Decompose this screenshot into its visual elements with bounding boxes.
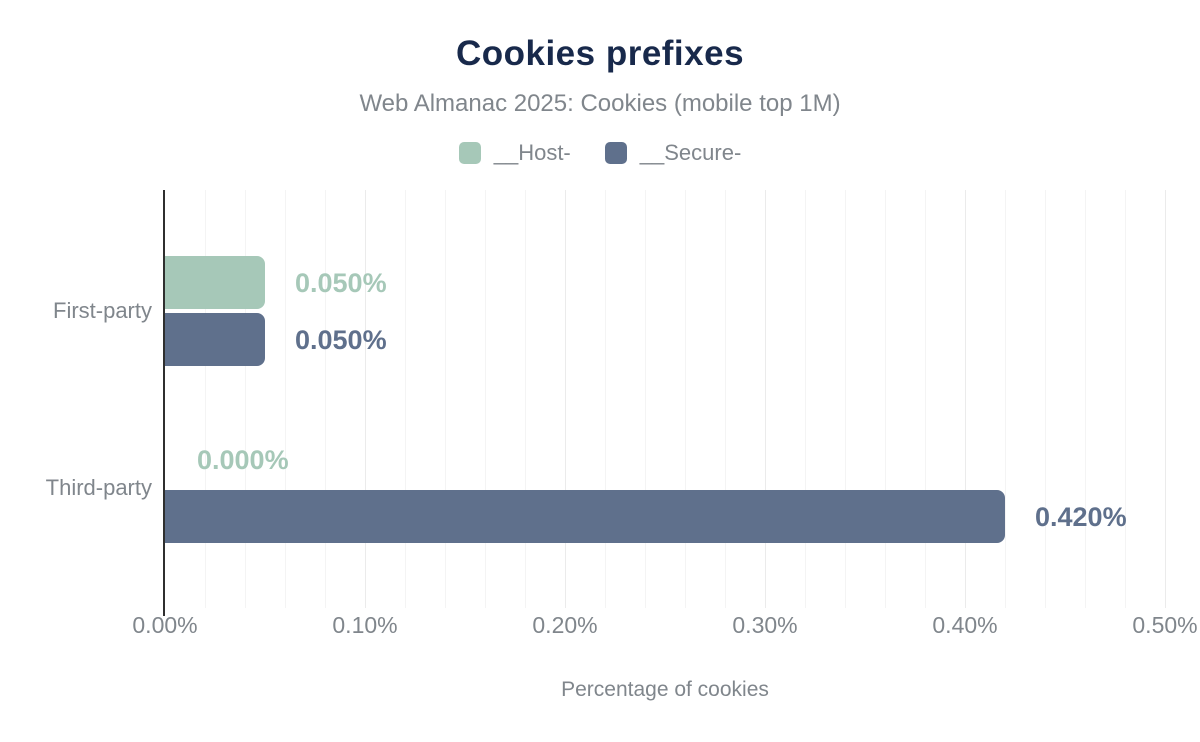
bar-value-label: 0.420%	[1035, 501, 1127, 532]
legend-swatch-icon	[604, 142, 627, 164]
y-axis-line	[163, 190, 165, 616]
category-label-third-party: Third-party	[45, 475, 152, 500]
grid-line	[525, 190, 526, 608]
category-label-first-party: First-party	[53, 298, 152, 323]
grid-line	[405, 190, 406, 608]
bar-host-first-party[interactable]	[165, 256, 265, 309]
plot-area: 0.050% 0.050% First-party 0.000% 0.420% Third…	[46, 190, 1198, 637]
legend-item-secure[interactable]: __Secure-	[604, 140, 742, 166]
grid-line	[845, 190, 846, 608]
legend-label: __Secure-	[639, 140, 742, 165]
legend: __Host- __Secure-	[0, 140, 1200, 166]
grid-line	[885, 190, 886, 608]
x-tick-label: 0.10%	[332, 612, 398, 638]
chart-title: Cookies prefixes	[455, 34, 745, 73]
grid-line	[1085, 190, 1086, 608]
x-tick-label: 0.40%	[932, 612, 998, 638]
grid-line	[805, 190, 806, 608]
legend-item-host[interactable]: __Host-	[458, 140, 571, 166]
grid-line	[725, 190, 726, 608]
x-tick-label: 0.20%	[532, 612, 598, 638]
grid-line	[325, 190, 326, 608]
chart-subtitle: Web Almanac 2025: Cookies (mobile top 1M…	[359, 90, 841, 117]
grid-line	[965, 190, 966, 608]
x-tick-label: 0.30%	[732, 612, 798, 638]
bar-value-label: 0.050%	[295, 324, 387, 355]
bar-value-label: 0.050%	[295, 267, 387, 298]
grid-line	[645, 190, 646, 608]
x-axis-title: Percentage of cookies	[561, 678, 769, 701]
bar-value-label: 0.000%	[197, 444, 289, 475]
bar-secure-third-party[interactable]	[165, 490, 1005, 543]
grid-line	[685, 190, 686, 608]
grid-line	[765, 190, 766, 608]
grid-line	[205, 190, 206, 608]
legend-swatch-icon	[458, 142, 481, 164]
grid-line	[365, 190, 366, 608]
grid-line	[565, 190, 566, 608]
grid-line	[1165, 190, 1166, 608]
bar-secure-first-party[interactable]	[165, 313, 265, 366]
grid-line	[1125, 190, 1126, 608]
grid-line	[925, 190, 926, 608]
grid-line	[485, 190, 486, 608]
x-tick-label: 0.00%	[132, 612, 198, 638]
legend-label: __Host-	[493, 140, 571, 165]
grid-line	[1045, 190, 1046, 608]
grid-line	[445, 190, 446, 608]
grid-line	[605, 190, 606, 608]
grid-line	[285, 190, 286, 608]
grid-line	[1005, 190, 1006, 608]
grid-line	[245, 190, 246, 608]
x-tick-label: 0.50%	[1132, 612, 1198, 638]
